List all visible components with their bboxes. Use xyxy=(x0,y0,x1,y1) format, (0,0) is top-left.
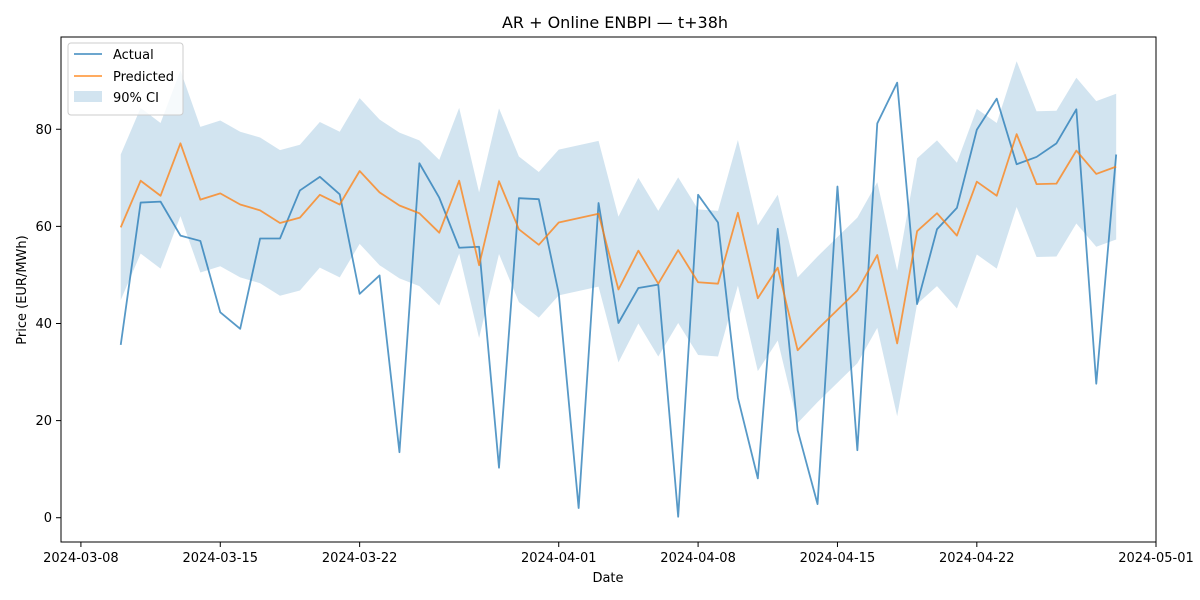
y-tick-label: 60 xyxy=(35,220,52,235)
legend-swatch-ci xyxy=(74,91,102,102)
series-line-predicted xyxy=(119,133,1117,352)
y-axis-ticks: 0 20 40 60 80 xyxy=(35,123,61,526)
x-tick-label: 2024-05-01 xyxy=(1118,551,1194,566)
legend-box xyxy=(67,42,184,116)
y-tick-label: 80 xyxy=(35,123,52,138)
x-tick-label: 2024-04-01 xyxy=(521,551,597,566)
y-axis-label: Price (EUR/MWh) xyxy=(15,235,30,344)
series-layer xyxy=(119,81,1118,518)
y-tick-label: 20 xyxy=(35,414,52,429)
x-tick-label: 2024-04-08 xyxy=(660,551,736,566)
confidence-band xyxy=(120,61,1117,424)
plot-frame xyxy=(60,36,1157,543)
y-tick-label: 40 xyxy=(35,317,52,332)
x-tick-label: 2024-03-22 xyxy=(322,551,398,566)
y-tick-label: 0 xyxy=(44,511,52,526)
chart-title: AR + Online ENBPI — t+38h xyxy=(502,13,728,32)
x-axis-ticks: 2024-03-08 2024-03-15 2024-03-22 2024-04-01… xyxy=(43,542,1194,566)
x-tick-label: 2024-03-08 xyxy=(43,551,119,566)
x-tick-label: 2024-04-22 xyxy=(939,551,1015,566)
legend-label-actual: Actual xyxy=(113,48,154,63)
series-line-actual xyxy=(119,81,1118,518)
x-axis-label: Date xyxy=(592,571,623,586)
legend-label-predicted: Predicted xyxy=(113,70,174,85)
legend-label-ci: 90% CI xyxy=(113,91,159,106)
confidence-band-layer xyxy=(120,61,1117,424)
x-tick-label: 2024-03-15 xyxy=(182,551,258,566)
legend: Actual Predicted 90% CI xyxy=(67,42,184,116)
x-tick-label: 2024-04-15 xyxy=(800,551,876,566)
